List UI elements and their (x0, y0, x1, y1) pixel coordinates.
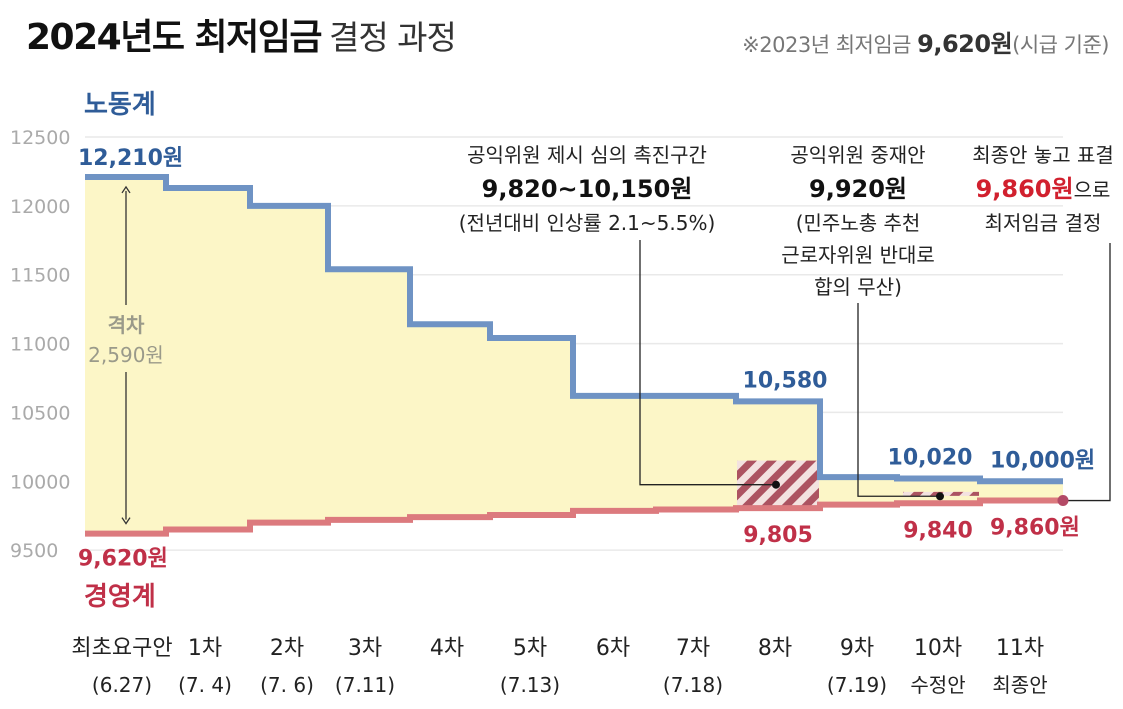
x-label-4: 4차 (430, 636, 464, 661)
final-annot-line1: 최종안 놓고 표결 (972, 143, 1114, 167)
final-annot-value: 9,860원 (976, 175, 1074, 203)
x-sublabel-0: (6.27) (92, 673, 152, 697)
final-annot-line3: 최저임금 결정 (985, 211, 1102, 235)
chart-title: 2024년도 최저임금 결정 과정 (26, 8, 457, 60)
x-label-6: 6차 (596, 636, 630, 661)
note-value: 9,620원 (917, 30, 1013, 58)
gap-value: 2,590원 (88, 343, 164, 367)
final-leader-line (1064, 243, 1111, 502)
gap-arrow (121, 185, 131, 525)
final-annot-suffix: 으로 (1074, 178, 1111, 202)
management-series-line (85, 497, 1063, 537)
med-leader-line (857, 303, 940, 497)
label-labor-first: 12,210원 (78, 146, 183, 171)
x-label-3: 3차 (348, 636, 382, 661)
med-annot-line5: 합의 무산) (814, 275, 902, 299)
x-label-7: 7차 (676, 636, 710, 661)
promo-annot-line2: 9,820~10,150원 (482, 175, 693, 203)
x-sublabel-11: 최종안 (992, 673, 1047, 697)
y-tick-10000: 10000 (10, 471, 70, 493)
y-tick-10500: 10500 (10, 402, 70, 424)
med-annot-line1: 공익위원 중재안 (790, 143, 925, 167)
title-light: 결정 과정 (328, 18, 457, 57)
final-annot-line2: 9,860원으로 (976, 175, 1111, 203)
x-label-9: 9차 (840, 636, 874, 661)
gap-label: 격차 (108, 313, 145, 337)
promo-leader-dot (772, 480, 780, 489)
label-labor-8: 10,580 (743, 368, 828, 393)
series-name-management: 경영계 (84, 582, 156, 612)
note-suffix: (시급 기준) (1012, 33, 1109, 57)
label-mgmt-11: 9,860원 (990, 516, 1080, 541)
promo-leader-line (639, 240, 776, 486)
x-sublabel-1: (7. 4) (178, 673, 232, 697)
med-leader-dot (936, 492, 944, 501)
x-label-5: 5차 (513, 636, 547, 661)
x-sublabel-5: (7.13) (500, 673, 560, 697)
x-label-8: 8차 (758, 636, 792, 661)
promo-annot-line1: 공익위원 제시 심의 촉진구간 (467, 143, 707, 167)
label-mgmt-10: 9,840 (903, 518, 973, 543)
x-label-2: 2차 (270, 636, 304, 661)
y-tick-11500: 11500 (10, 265, 70, 287)
gap-arrow-head-up (121, 185, 131, 194)
y-tick-12000: 12000 (10, 196, 70, 218)
value-labels: 12,210원 10,580 10,020 10,000원 9,620원 9,805 9,8… (78, 146, 1095, 572)
x-sublabel-2: (7. 6) (260, 673, 314, 697)
label-labor-11: 10,000원 (990, 448, 1095, 473)
title-bold: 2024년도 최저임금 (26, 17, 322, 58)
y-tick-11000: 11000 (10, 334, 70, 356)
promo-annot-line3: (전년대비 인상률 2.1~5.5%) (459, 211, 716, 235)
baseline-note: ※2023년 최저임금 9,620원(시급 기준) (742, 24, 1109, 59)
y-tick-9500: 9500 (10, 540, 58, 562)
x-sublabel-9: (7.19) (827, 673, 887, 697)
x-label-1: 1차 (188, 636, 222, 661)
x-label-10: 10차 (914, 636, 962, 661)
y-tick-12500: 12500 (10, 127, 70, 149)
x-label-0: 최초요구안 (71, 636, 172, 661)
med-annot-line3: (민주노총 추천 (796, 211, 921, 235)
med-annot-line4: 근로자위원 반대로 (781, 243, 935, 267)
label-mgmt-first: 9,620원 (78, 547, 168, 572)
x-label-11: 11차 (996, 636, 1044, 661)
label-labor-10: 10,020 (888, 446, 973, 471)
y-axis-ticks: 9500 10000 10500 11000 11500 12000 12500 (10, 127, 70, 562)
x-sublabel-7: (7.18) (663, 673, 723, 697)
label-mgmt-8: 9,805 (743, 523, 813, 548)
x-sublabel-10: 수정안 (910, 673, 965, 697)
x-axis-labels: 최초요구안 (6.27) 1차 (7. 4) 2차 (7. 6) 3차 (7.11) 4차 5차 (… (71, 636, 1047, 697)
series-name-labor: 노동계 (84, 90, 156, 120)
gap-arrow-head-down (121, 517, 131, 525)
note-prefix: ※2023년 최저임금 (742, 33, 918, 57)
x-sublabel-3: (7.11) (335, 673, 395, 697)
med-annot-line2: 9,920원 (809, 175, 907, 203)
labor-series-line (85, 173, 1063, 485)
final-leader-dot (1057, 495, 1069, 507)
annotation-leaders (639, 240, 1111, 507)
